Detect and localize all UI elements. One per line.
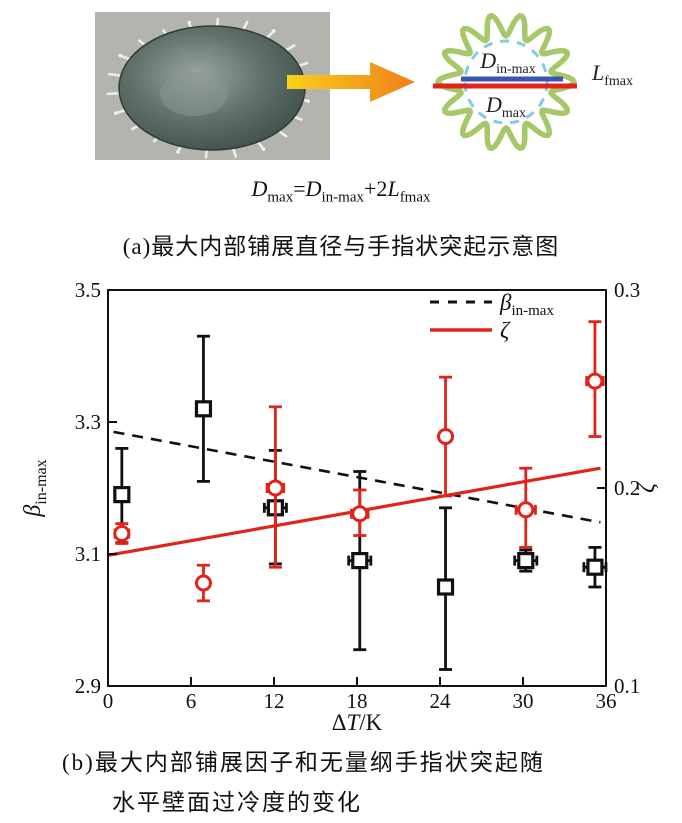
right-axis-tick-label: 0.2 bbox=[614, 476, 640, 500]
left-axis-title: βin-max bbox=[20, 459, 50, 517]
square-marker bbox=[113, 486, 131, 504]
square-marker bbox=[436, 578, 455, 596]
label-d-in-max: Din-max bbox=[479, 48, 536, 77]
zeta-data-point bbox=[265, 405, 286, 569]
x-axis-tick-label: 12 bbox=[264, 689, 285, 713]
zeta-series bbox=[113, 320, 605, 603]
chart-svg: 0 6 12 18 24 30 36 2.9 3.1 3.3 3.5 0.1 0.2 0.3 βin-max… bbox=[20, 282, 660, 735]
x-axis-tick-label: 0 bbox=[103, 689, 114, 713]
circle-marker bbox=[194, 574, 212, 592]
x-axis-tick-label: 6 bbox=[186, 689, 197, 713]
x-axis-title: ΔT/K bbox=[332, 710, 383, 735]
zeta-data-point bbox=[514, 466, 537, 549]
right-axis-tick-label: 0.3 bbox=[614, 282, 640, 302]
droplet-highlight bbox=[160, 72, 228, 116]
circle-marker bbox=[586, 372, 604, 390]
label-d-max: Dmax bbox=[485, 92, 526, 121]
frost-droplet bbox=[118, 53, 122, 58]
circle-marker bbox=[517, 501, 535, 519]
frost-droplet bbox=[176, 150, 180, 154]
zeta-data-point bbox=[113, 522, 131, 545]
gear-outline bbox=[435, 12, 577, 152]
zeta-data-point bbox=[585, 320, 605, 438]
left-axis-tick-label: 3.1 bbox=[75, 542, 101, 566]
left-axis-tick-label: 2.9 bbox=[75, 674, 101, 698]
frost-droplet bbox=[271, 29, 276, 33]
square-marker bbox=[586, 558, 604, 576]
x-axis-tick-label: 18 bbox=[347, 689, 368, 713]
beta_in_max-data-point bbox=[194, 334, 213, 483]
x-axis-tick-label: 24 bbox=[430, 689, 452, 713]
caption-panel-b-line1: (b)最大内部铺展因子和无量纲手指状突起随 bbox=[62, 750, 545, 775]
legend-label: ζ bbox=[500, 318, 511, 343]
frost-droplet bbox=[306, 99, 310, 103]
square-marker bbox=[194, 400, 213, 418]
droplet-schematic: Din-max Dmax Lfmax bbox=[433, 12, 633, 152]
caption-panel-a: (a)最大内部铺展直径与手指状突起示意图 bbox=[122, 234, 560, 259]
zeta-data-point bbox=[194, 563, 212, 603]
legend-label: βin-max bbox=[499, 290, 554, 319]
transition-arrow-icon bbox=[287, 62, 415, 102]
circle-marker bbox=[266, 479, 284, 497]
x-axis-tick-label: 36 bbox=[596, 689, 617, 713]
beta_in_max-data-point bbox=[582, 545, 608, 589]
equation: Dmax=Din-max+2Lfmax bbox=[251, 176, 431, 206]
left-axis-tick-label: 3.5 bbox=[75, 282, 101, 302]
frost-droplet bbox=[114, 111, 118, 115]
frost-droplet bbox=[187, 20, 192, 25]
zeta-data-point bbox=[350, 488, 370, 537]
equation-d-in-max: D bbox=[305, 176, 322, 201]
circle-marker bbox=[351, 505, 369, 523]
equation-l-fmax: L bbox=[387, 176, 400, 201]
circle-marker bbox=[437, 428, 455, 446]
arrow-shape bbox=[287, 62, 415, 102]
equation-d-max: D bbox=[251, 176, 268, 201]
label-l-fmax: Lfmax bbox=[591, 60, 633, 89]
square-marker bbox=[517, 552, 535, 570]
beta_in_max-fit-line bbox=[113, 430, 601, 524]
beta_in_max-data-point bbox=[513, 548, 539, 573]
square-marker bbox=[351, 552, 369, 570]
caption-panel-b-line2: 水平壁面过冷度的变化 bbox=[112, 790, 362, 815]
beta_in_max-data-point bbox=[436, 506, 455, 671]
x-axis-tick-label: 30 bbox=[513, 689, 534, 713]
circle-marker bbox=[113, 525, 131, 543]
frost-droplet bbox=[261, 147, 266, 151]
zeta-data-point bbox=[437, 375, 455, 498]
inner-dashed-circle bbox=[463, 39, 549, 125]
chart-plot-box bbox=[107, 289, 607, 687]
left-axis-tick-label: 3.3 bbox=[75, 410, 101, 434]
right-axis-tick-label: 0.1 bbox=[614, 674, 640, 698]
right-axis-title: ζ bbox=[634, 481, 660, 493]
